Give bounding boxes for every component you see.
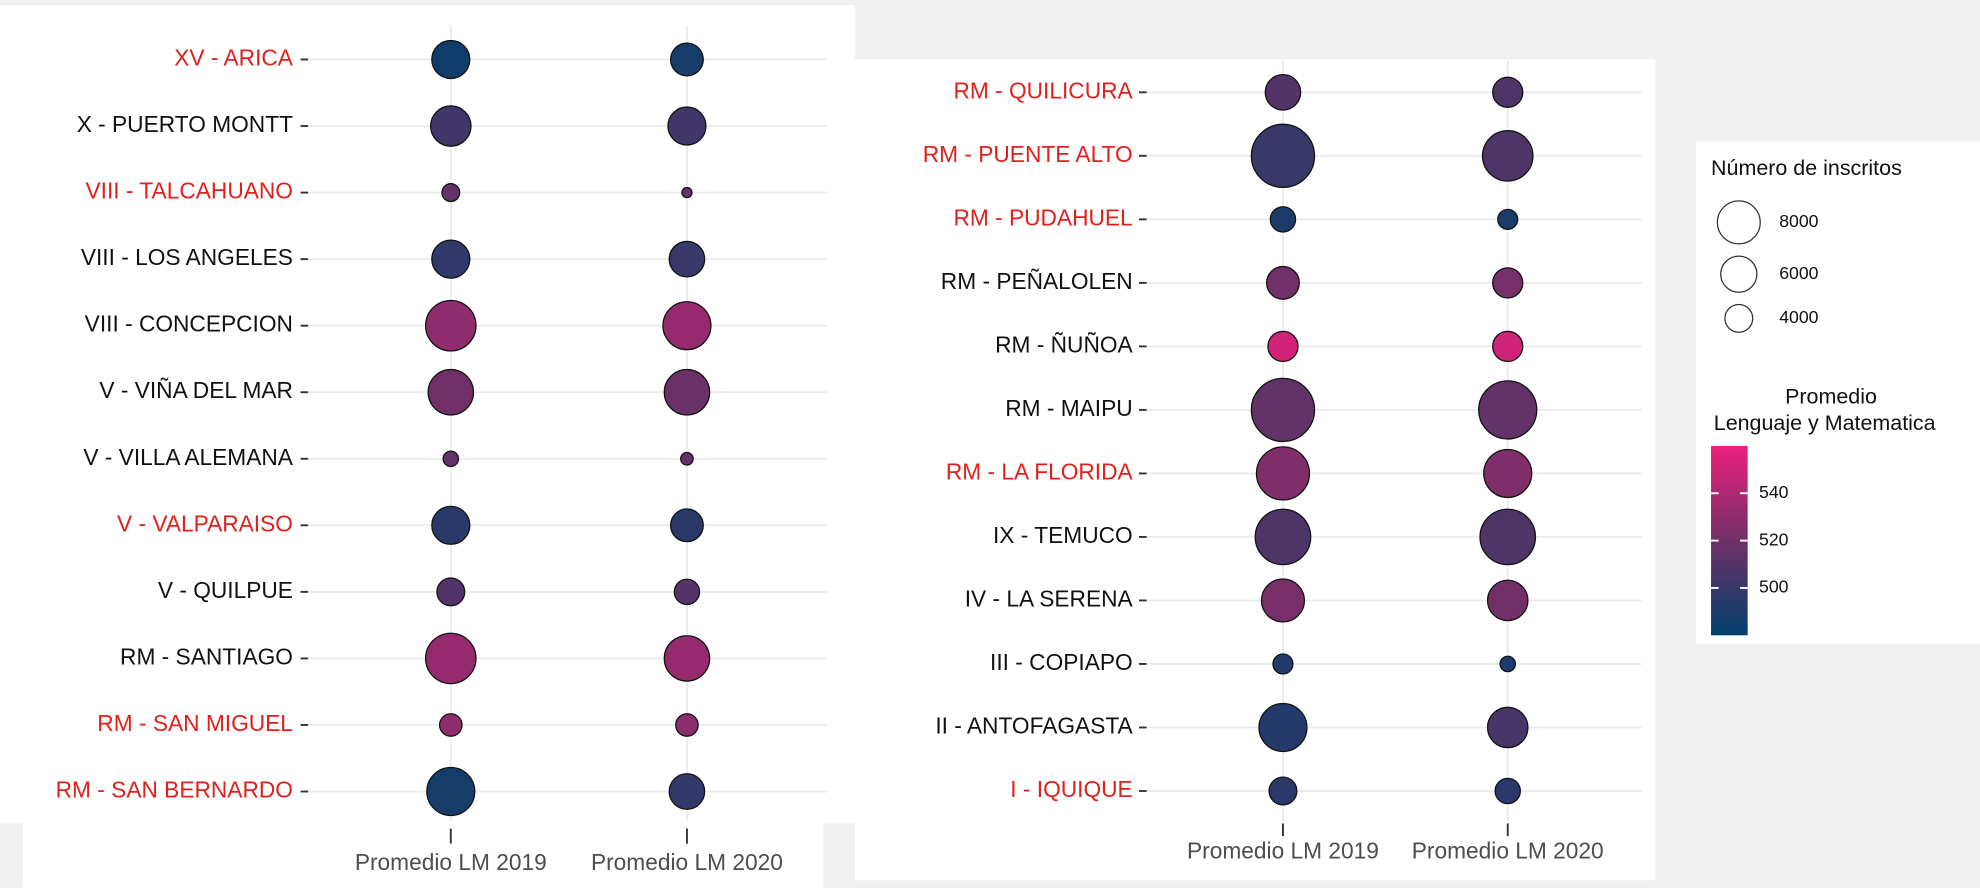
bubble [1486, 579, 1529, 622]
color-tick-label: 540 [1759, 482, 1789, 502]
bubble [663, 368, 711, 416]
bubble [1258, 702, 1308, 753]
bubble [673, 578, 701, 606]
y-tick-label: II - ANTOFAGASTA [935, 712, 1133, 738]
bubble [669, 42, 704, 77]
bubble [1260, 578, 1306, 623]
y-tick-label: V - VILLA ALEMANA [83, 444, 293, 470]
bubble [442, 450, 460, 468]
bubble [1492, 330, 1524, 363]
y-tick-label: RM - PUENTE ALTO [923, 141, 1133, 167]
y-tick-label: RM - SAN MIGUEL [97, 710, 293, 736]
color-legend-title: Promedio [1785, 385, 1877, 409]
bubble [1494, 777, 1521, 805]
y-tick-label: VIII - LOS ANGELES [81, 244, 293, 270]
x-tick-label: Promedio LM 2020 [591, 849, 783, 875]
bubble [1267, 330, 1299, 363]
bubble [436, 577, 466, 607]
bubble [1486, 706, 1529, 749]
bubble [1478, 380, 1538, 440]
bubble [1499, 655, 1517, 673]
bubble [669, 508, 704, 543]
bubble [1268, 776, 1298, 806]
bubble [663, 635, 711, 682]
x-tick-label: Promedio LM 2019 [1187, 838, 1379, 864]
y-tick-label: RM - ÑUÑOA [995, 331, 1133, 357]
size-legend-circle [1720, 255, 1758, 293]
y-tick-label: IV - LA SERENA [965, 585, 1134, 611]
bubble [668, 240, 706, 278]
bubble [681, 186, 693, 199]
color-legend-title: Lenguaje y Matematica [1714, 411, 1936, 435]
size-legend-circle [1716, 200, 1761, 245]
bubble [441, 183, 461, 203]
bubble [1481, 130, 1534, 182]
size-legend-label: 8000 [1779, 211, 1818, 231]
bubble [1250, 123, 1316, 189]
bubble [427, 368, 475, 416]
bubble [662, 301, 712, 351]
bubble [1265, 265, 1300, 300]
y-tick-label: RM - PEÑALOLEN [941, 268, 1133, 294]
y-tick-label: III - COPIAPO [990, 649, 1133, 675]
color-tick-label: 500 [1759, 577, 1789, 597]
y-tick-label: RM - SAN BERNARDO [56, 777, 293, 803]
panel-left-foot [22, 808, 824, 888]
bubble [1272, 653, 1294, 675]
panel-left [0, 5, 855, 824]
bubble [667, 106, 707, 146]
bubble [680, 451, 694, 466]
y-tick-label: RM - LA FLORIDA [946, 458, 1134, 484]
bubble [1254, 508, 1312, 566]
y-tick-label: RM - MAIPU [1005, 395, 1132, 421]
y-tick-label: XV - ARICA [174, 44, 294, 70]
y-tick-label: V - VIÑA DEL MAR [99, 377, 293, 403]
bubble [431, 505, 471, 545]
bubble [1483, 448, 1533, 499]
y-tick-label: RM - PUDAHUEL [953, 204, 1132, 230]
x-tick-label: Promedio LM 2019 [355, 849, 547, 875]
bubble [1492, 267, 1524, 299]
bubble [1479, 508, 1537, 566]
bubble [426, 766, 476, 817]
bubble [431, 39, 471, 80]
y-tick-label: RM - QUILICURA [953, 77, 1133, 103]
y-tick-label: VIII - CONCEPCION [85, 311, 293, 337]
color-tick-label: 520 [1759, 529, 1789, 549]
bubble [1264, 73, 1302, 111]
bubble [1255, 446, 1311, 501]
bubble [424, 632, 477, 685]
size-legend-label: 4000 [1779, 307, 1818, 327]
y-tick-label: I - IQUIQUE [1010, 776, 1132, 802]
bubble [429, 105, 472, 147]
y-tick-label: V - QUILPUE [158, 577, 293, 603]
bubble [438, 713, 463, 737]
y-tick-label: VIII - TALCAHUANO [86, 178, 293, 204]
bubble [431, 239, 471, 279]
x-tick-label: Promedio LM 2020 [1412, 838, 1604, 864]
bubble [1497, 208, 1519, 230]
y-tick-label: IX - TEMUCO [993, 522, 1133, 548]
size-legend-title: Número de inscritos [1711, 156, 1902, 180]
bubble [1250, 377, 1316, 443]
y-tick-label: X - PUERTO MONTT [77, 111, 293, 137]
bubble [668, 773, 706, 810]
bubble [1269, 206, 1297, 233]
y-tick-label: V - VALPARAISO [117, 510, 293, 536]
size-legend-circle [1724, 303, 1754, 333]
bubble [1492, 76, 1524, 109]
size-legend-label: 6000 [1779, 263, 1818, 283]
y-tick-label: RM - SANTIAGO [120, 643, 293, 669]
bubble [675, 713, 699, 737]
bubble [424, 299, 477, 352]
